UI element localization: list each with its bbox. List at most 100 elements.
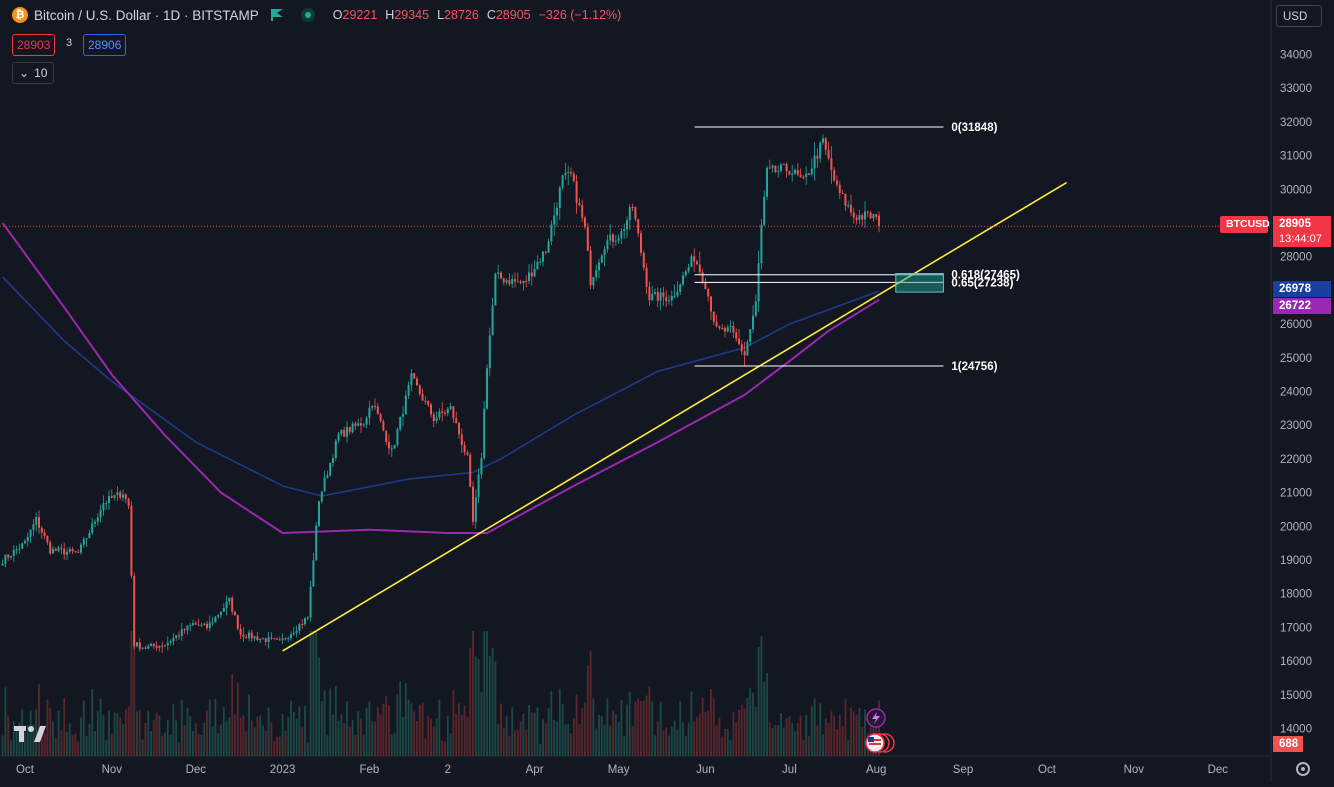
- candle-body: [544, 251, 547, 253]
- candle-body: [57, 547, 60, 551]
- volume-bar: [362, 734, 365, 756]
- candle-body: [455, 418, 458, 424]
- indicators-toggle-button[interactable]: ⌄ 10: [12, 62, 55, 84]
- volume-bar: [656, 721, 659, 756]
- volume-bar: [186, 707, 189, 756]
- volume-bar: [528, 705, 530, 756]
- candle-body: [488, 335, 491, 369]
- candle-body: [4, 554, 7, 564]
- volume-bar: [463, 705, 466, 756]
- time-tick-label: Dec: [186, 764, 207, 776]
- flag-icon[interactable]: [270, 9, 283, 21]
- volume-bar: [637, 698, 640, 756]
- volume-bar: [466, 716, 469, 756]
- candle-body: [749, 329, 752, 342]
- volume-bar: [91, 689, 94, 756]
- candle-body: [452, 406, 455, 419]
- candle-body: [133, 575, 136, 647]
- drawings[interactable]: 0(31848) 0.618(27465)0.65(27238) 1(24756): [0, 122, 1271, 652]
- last-price-tag: 28905: [1273, 216, 1331, 232]
- candle-body: [432, 414, 435, 421]
- sell-price-button[interactable]: 28903: [12, 34, 56, 56]
- candle-body: [259, 638, 262, 641]
- settings-icon[interactable]: [1296, 762, 1310, 776]
- candle-body: [329, 462, 332, 476]
- volume-bar: [236, 682, 239, 756]
- volume-bar: [721, 736, 724, 756]
- candle-body: [88, 533, 91, 539]
- candle-body: [631, 207, 634, 209]
- volume-bar: [497, 724, 500, 756]
- candle-body: [427, 401, 430, 405]
- candle-body: [60, 547, 63, 549]
- indicator-count: 10: [34, 66, 48, 80]
- volume-bar: [301, 727, 304, 756]
- volume-bar: [799, 715, 802, 756]
- candle-body: [178, 635, 180, 637]
- volume-bar: [113, 712, 116, 756]
- candle-body: [96, 517, 99, 522]
- price-tick-label: 20000: [1280, 521, 1312, 533]
- volume-bar: [357, 711, 360, 756]
- candle-body: [763, 196, 766, 225]
- us-flag-icon[interactable]: [864, 732, 896, 754]
- volume-bar: [718, 717, 721, 756]
- candle-body: [796, 169, 799, 175]
- volume-bar: [29, 710, 32, 756]
- price-tick-label: 21000: [1280, 488, 1312, 500]
- volume-bar: [421, 702, 424, 756]
- candle-body: [220, 611, 222, 615]
- volume-bar: [514, 730, 516, 756]
- volume-bar: [766, 673, 768, 756]
- candle-body: [99, 510, 102, 518]
- time-axis[interactable]: Oct Nov Dec 2023 Feb 2 Apr May Jun Jul Aug Sep Oct No…: [16, 764, 1228, 776]
- candle-body: [550, 224, 553, 242]
- volume-bar: [626, 704, 628, 756]
- candle-body: [295, 630, 298, 633]
- volume-bar: [253, 727, 256, 756]
- candle-body: [155, 646, 158, 648]
- lightning-icon[interactable]: [865, 707, 887, 729]
- symbol-title[interactable]: Bitcoin / U.S. Dollar · 1D · BITSTAMP: [34, 7, 259, 23]
- volume-bar: [379, 714, 382, 756]
- volume-bar: [841, 726, 844, 756]
- volume-bar: [805, 714, 808, 756]
- candle-body: [872, 214, 875, 219]
- candle-body: [651, 293, 654, 301]
- volume-bar: [259, 715, 262, 756]
- candle-body: [110, 496, 113, 498]
- volume-bar: [256, 716, 259, 756]
- volume-bar: [332, 714, 334, 756]
- volume-bar: [85, 736, 88, 756]
- candle-body: [189, 625, 192, 627]
- volume-bar: [460, 714, 463, 756]
- candle-body: [735, 332, 738, 339]
- volume-bar: [102, 715, 105, 756]
- currency-button[interactable]: USD: [1276, 5, 1322, 27]
- candle-body: [164, 645, 166, 647]
- volume-bar: [771, 727, 774, 756]
- candle-body: [682, 275, 684, 285]
- price-tick-label: 15000: [1280, 690, 1312, 702]
- volume-bar: [589, 651, 592, 756]
- candle-body: [553, 215, 556, 225]
- volume-bar: [1, 735, 4, 756]
- candle-body: [348, 427, 351, 433]
- price-axis[interactable]: 14000 15000 16000 17000 18000 19000 20000 21000…: [1280, 50, 1312, 736]
- volume-bar: [530, 712, 533, 756]
- price-tick-label: 31000: [1280, 151, 1312, 163]
- tradingview-logo-icon[interactable]: [14, 724, 48, 744]
- ohlc-value: 28905: [495, 8, 531, 22]
- volume-bar: [169, 734, 172, 756]
- candle-body: [21, 543, 24, 549]
- candle-body: [292, 632, 295, 635]
- candle-body: [732, 326, 735, 333]
- candle-body: [82, 539, 85, 545]
- candle-body: [458, 423, 460, 435]
- volume-bar: [861, 727, 864, 756]
- buy-price-button[interactable]: 28906: [83, 34, 127, 56]
- candle-body: [505, 280, 508, 283]
- volume-bar: [228, 717, 231, 756]
